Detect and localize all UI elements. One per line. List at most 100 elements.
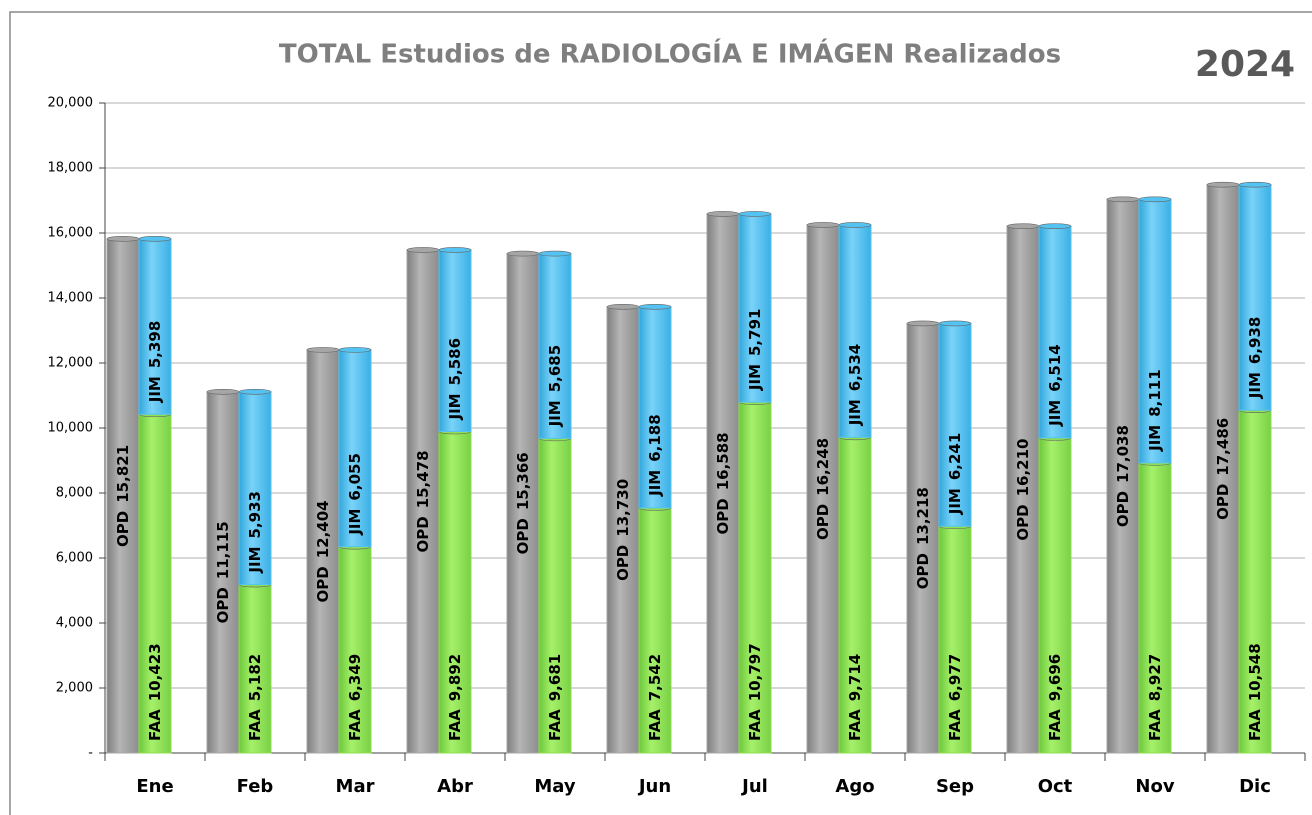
series-name: FAA: [1046, 709, 1064, 741]
bar: [1238, 184, 1272, 411]
year-annotation: 2024: [1195, 44, 1295, 85]
value-text: 9,892: [446, 654, 464, 701]
value-text: 6,349: [346, 654, 364, 701]
bar: [1138, 462, 1172, 754]
series-name: FAA: [546, 709, 564, 741]
value-label: OPD 16,248: [814, 438, 832, 540]
series-name: JIM: [946, 488, 964, 515]
bar-cap: [638, 303, 672, 310]
series-name: OPD: [1114, 491, 1132, 527]
series-name: JIM: [1246, 372, 1264, 399]
value-label: FAA 9,714: [846, 654, 864, 741]
value-text: 5,933: [246, 491, 264, 538]
value-label: JIM 5,685: [546, 345, 564, 428]
bar: [906, 322, 940, 754]
bar: [938, 322, 972, 527]
value-text: 15,478: [414, 450, 432, 508]
series-name: JIM: [1046, 400, 1064, 427]
bar: [838, 436, 872, 754]
x-tick-label: Dic: [1239, 776, 1271, 797]
series-name: OPD: [714, 498, 732, 534]
value-text: 9,696: [1046, 654, 1064, 701]
value-text: 10,548: [1246, 643, 1264, 701]
bar: [506, 253, 540, 754]
value-label: FAA 5,182: [246, 654, 264, 741]
bar: [638, 507, 672, 754]
bar: [338, 349, 372, 548]
x-tick-label: Sep: [936, 776, 974, 797]
bar: [938, 525, 972, 754]
bar-cap: [1138, 196, 1172, 203]
x-tick-label: Mar: [336, 776, 375, 797]
y-tick-label: 4,000: [56, 616, 93, 631]
value-text: 17,486: [1214, 418, 1232, 476]
series-name: FAA: [646, 709, 664, 741]
value-label: FAA 10,797: [746, 643, 764, 741]
value-label: OPD 15,478: [414, 450, 432, 552]
bar-cap: [906, 320, 940, 327]
bar: [438, 249, 472, 433]
value-text: 6,977: [946, 654, 964, 701]
value-label: JIM 6,938: [1246, 317, 1264, 400]
series-name: JIM: [246, 546, 264, 573]
value-text: 15,821: [114, 445, 132, 503]
bar-cap: [706, 211, 740, 217]
x-tick-label: Ene: [136, 776, 173, 797]
bar-cap: [538, 250, 572, 257]
bar: [1038, 437, 1072, 754]
value-label: OPD 13,730: [614, 479, 632, 581]
series-name: OPD: [1014, 504, 1032, 540]
bar-cap: [138, 236, 172, 242]
value-text: 6,534: [846, 344, 864, 391]
value-text: 11,115: [214, 521, 232, 579]
y-tick-label: 2,000: [56, 681, 93, 696]
y-tick-label: 20,000: [48, 96, 94, 111]
value-label: OPD 13,218: [914, 487, 932, 589]
value-label: OPD 16,210: [1014, 439, 1032, 541]
value-text: 9,714: [846, 654, 864, 701]
value-label: FAA 10,548: [1246, 643, 1264, 741]
bar-cap: [1206, 181, 1240, 188]
x-tick-label: Ago: [835, 776, 874, 797]
value-label: JIM 5,933: [246, 491, 264, 574]
x-tick-label: May: [534, 776, 576, 797]
series-name: OPD: [814, 504, 832, 540]
value-label: JIM 6,514: [1046, 344, 1064, 427]
series-name: JIM: [146, 376, 164, 403]
bar-cap: [406, 247, 440, 253]
chart-title: TOTAL Estudios de RADIOLOGÍA E IMÁGEN Re…: [279, 38, 1061, 70]
value-text: 15,366: [514, 452, 532, 510]
value-label: OPD 15,821: [114, 445, 132, 547]
value-text: 13,730: [614, 479, 632, 537]
bar-cap: [838, 222, 872, 228]
bar-cap: [1238, 181, 1272, 188]
bar-cap: [506, 250, 540, 257]
series-name: FAA: [1146, 709, 1164, 741]
y-tick-label: 10,000: [48, 421, 94, 436]
value-label: FAA 6,349: [346, 654, 364, 741]
series-name: JIM: [1146, 425, 1164, 452]
value-text: 9,681: [546, 654, 564, 701]
value-text: 6,055: [346, 453, 364, 500]
value-text: 5,685: [546, 345, 564, 392]
bar-cap: [1038, 223, 1072, 229]
value-label: FAA 9,681: [546, 654, 564, 741]
bar: [1038, 225, 1072, 439]
value-text: 6,938: [1246, 317, 1264, 364]
series-name: FAA: [146, 709, 164, 741]
x-tick-label: Abr: [437, 776, 473, 797]
value-label: OPD 15,366: [514, 452, 532, 554]
value-text: 16,248: [814, 438, 832, 496]
value-text: 5,398: [146, 321, 164, 368]
bar: [338, 546, 372, 754]
value-text: 7,542: [646, 654, 664, 701]
value-label: JIM 5,398: [146, 321, 164, 404]
x-tick-label: Feb: [237, 776, 274, 797]
bar: [638, 306, 672, 509]
y-tick-label: 14,000: [48, 291, 94, 306]
series-name: FAA: [346, 709, 364, 741]
value-label: OPD 12,404: [314, 500, 332, 602]
value-label: JIM 6,188: [646, 414, 664, 497]
series-name: OPD: [1214, 484, 1232, 520]
